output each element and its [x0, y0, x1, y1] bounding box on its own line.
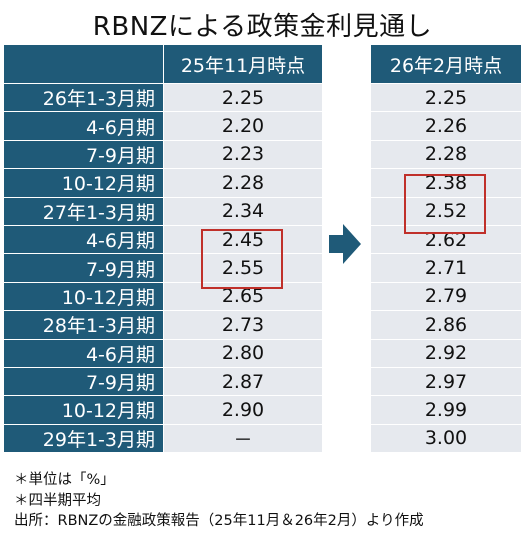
right-arrow-icon [329, 224, 361, 264]
period-label: 7-9月期 [3, 366, 164, 397]
table-row: 2.79 [370, 281, 522, 312]
period-label: 7-9月期 [3, 253, 164, 283]
rate-value: 2.87 [163, 366, 323, 397]
table-row: 2.26 [370, 111, 522, 141]
period-label: 27年1-3月期 [3, 196, 164, 226]
average-note: ＊四半期平均 [14, 492, 101, 509]
rate-value: － [163, 423, 323, 454]
footnotes: ＊単位は「%」 ＊四半期平均 出所：RBNZの金融政策報告（25年11月＆26年… [14, 470, 424, 532]
highlight-box-right [404, 174, 486, 234]
table-row: 2.99 [370, 395, 522, 425]
table-row: 2.25 [370, 82, 522, 113]
table-row: 2.38 [370, 168, 522, 198]
rate-value: 2.71 [370, 253, 522, 283]
table-row: 28年1-3月期 2.73 [3, 310, 323, 340]
table-row: 3.00 [370, 423, 522, 454]
period-label: 10-12月期 [3, 395, 164, 425]
table-row: 26年1-3月期 2.25 [3, 82, 323, 113]
period-label: 28年1-3月期 [3, 310, 164, 340]
table-row: 2.92 [370, 338, 522, 368]
rate-value: 2.34 [163, 196, 323, 226]
table-row: 7-9月期 2.55 [3, 253, 323, 283]
rate-value: 2.65 [163, 281, 323, 312]
rate-value: 2.90 [163, 395, 323, 425]
period-label: 7-9月期 [3, 139, 164, 170]
highlight-box-left [201, 229, 283, 289]
column-header-nov-2025: 25年11月時点 [163, 44, 323, 84]
rate-value: 2.28 [370, 139, 522, 170]
rate-value: 2.92 [370, 338, 522, 368]
period-label: 10-12月期 [3, 281, 164, 312]
table-row: 2.97 [370, 366, 522, 397]
rate-value: 2.28 [163, 168, 323, 198]
source-note: 出所：RBNZの金融政策報告（25年11月＆26年2月）より作成 [14, 513, 424, 529]
column-header-feb-2026: 26年2月時点 [370, 44, 522, 84]
period-label: 4-6月期 [3, 338, 164, 368]
table-row: 10-12月期 2.90 [3, 395, 323, 425]
table-row: 2.86 [370, 310, 522, 340]
period-label: 4-6月期 [3, 224, 164, 255]
table-row: 4-6月期 2.20 [3, 111, 323, 141]
unit-note: ＊単位は「%」 [14, 472, 115, 488]
rate-value: 2.38 [370, 168, 522, 198]
table-row: 10-12月期 2.65 [3, 281, 323, 312]
rate-value: 2.26 [370, 111, 522, 141]
table-row: 7-9月期 2.23 [3, 139, 323, 170]
rate-value: 2.25 [370, 82, 522, 113]
rate-value: 2.99 [370, 395, 522, 425]
table-row: 2.52 [370, 196, 522, 226]
rate-value: 2.52 [370, 196, 522, 226]
forecast-table-nov-2025: 25年11月時点 26年1-3月期 2.25 4-6月期 2.20 7-9月期 2.2… [3, 44, 323, 454]
period-header-cell [3, 44, 164, 84]
rate-value: 2.25 [163, 82, 323, 113]
rate-value: 2.97 [370, 366, 522, 397]
rate-value: 2.73 [163, 310, 323, 340]
table-row: 2.71 [370, 253, 522, 283]
page-title: RBNZによる政策金利見通し [92, 12, 433, 42]
forecast-table-feb-2026: 26年2月時点 2.25 2.26 2.28 2.38 2.52 2.62 2.… [370, 44, 522, 454]
rate-value: 2.80 [163, 338, 323, 368]
period-label: 10-12月期 [3, 168, 164, 198]
period-label: 29年1-3月期 [3, 423, 164, 454]
rate-value: 2.79 [370, 281, 522, 312]
period-label: 4-6月期 [3, 111, 164, 141]
rate-value: 2.23 [163, 139, 323, 170]
table-row: 10-12月期 2.28 [3, 168, 323, 198]
period-label: 26年1-3月期 [3, 82, 164, 113]
table-row: 4-6月期 2.80 [3, 338, 323, 368]
table-row: 2.28 [370, 139, 522, 170]
rate-value: 2.55 [163, 253, 323, 283]
rate-value: 2.20 [163, 111, 323, 141]
rate-value: 3.00 [370, 423, 522, 454]
table-row: 7-9月期 2.87 [3, 366, 323, 397]
rate-value: 2.86 [370, 310, 522, 340]
table-row: 27年1-3月期 2.34 [3, 196, 323, 226]
table-row: 29年1-3月期－ [3, 423, 323, 454]
